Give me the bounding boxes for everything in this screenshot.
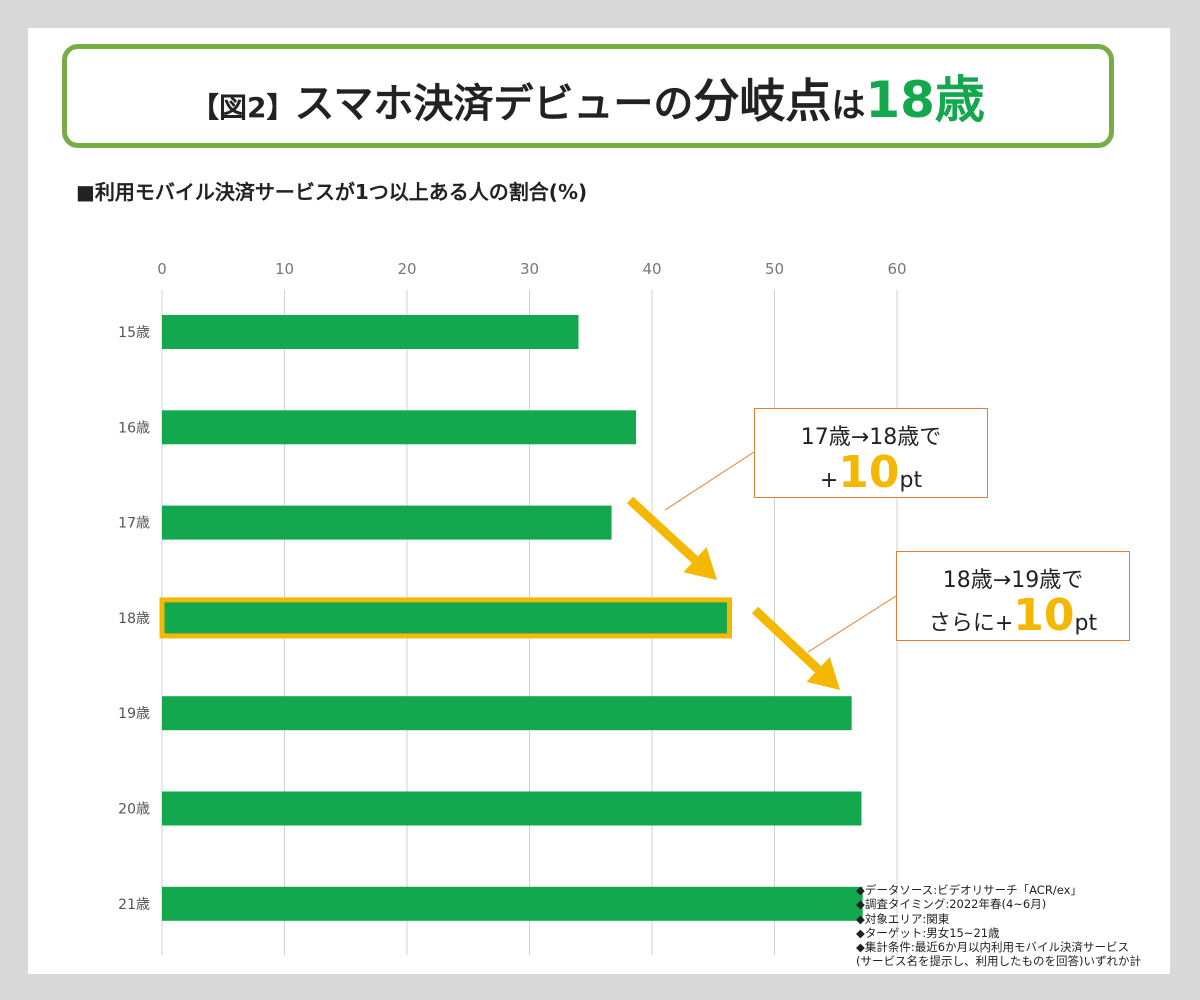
trend-arrow-head [683,547,717,580]
x-tick-label: 40 [642,260,661,278]
callout-text: 18歳→19歳で [942,568,1084,593]
callout-prefix: + [819,468,839,493]
callout-text: 17歳→18歳で [800,425,942,450]
note-line: ◆ターゲット:男女15~21歳 [856,925,1000,940]
category-label: 15歳 [118,325,150,341]
x-tick-label: 50 [765,260,784,278]
category-label: 21歳 [118,897,150,913]
source-notes: ◆データソース:ビデオリサーチ「ACR/ex」 ◆調査タイミング:2022年春(… [856,883,1141,969]
callout-value: + 10 pt [755,451,987,495]
title-box: 【図2】 スマホ決済デビューの 分岐点 は 18歳 [62,44,1114,148]
x-tick-label: 10 [275,260,294,278]
bar-highlighted [159,597,732,639]
callout-prefix: さらに+ [928,611,1014,636]
callout-value: さらに+ 10 pt [897,594,1129,638]
category-label: 19歳 [118,706,150,722]
callout-leader-line [807,595,897,653]
trend-arrow-head [806,657,840,690]
callout-number: 10 [838,447,900,498]
note-line: ◆調査タイミング:2022年春(4~6月) [856,897,1047,912]
x-tick-label: 30 [520,260,539,278]
trend-arrow-shaft [751,606,822,673]
x-tick-label: 0 [157,260,167,278]
trend-arrow-shaft [626,496,698,564]
callout-17-18: 17歳→18歳で + 10 pt [754,408,988,498]
bar [162,886,863,921]
x-tick-label: 60 [887,260,906,278]
callout-18-19: 18歳→19歳で さらに+ 10 pt [896,551,1130,641]
chart-subtitle: ■利用モバイル決済サービスが1つ以上ある人の割合(%) [76,180,588,204]
note-line: (サービス名を提示し、利用したものを回答)いずれか計 [856,954,1141,969]
callout-suffix: pt [1074,611,1098,636]
category-label: 16歳 [118,420,150,436]
title-particle: は [831,86,866,126]
note-line: ◆集計条件:最近6か月以内利用モバイル決済サービス [856,940,1130,955]
bar [162,696,852,731]
bar [162,505,612,540]
title-main: スマホ決済デビューの [294,81,694,127]
note-line: ◆対象エリア:関東 [856,911,950,926]
title-prefix: 【図2】 [191,91,295,124]
bar [162,410,637,445]
callout-number: 10 [1013,590,1075,641]
callout-leader-line [664,451,755,511]
title-highlight: 18歳 [865,71,985,129]
page-title: 【図2】 スマホ決済デビューの 分岐点 は 18歳 [191,60,985,132]
x-tick-label: 20 [397,260,416,278]
callout-suffix: pt [899,468,923,493]
category-label: 18歳 [118,611,150,627]
title-keyword: 分岐点 [693,74,832,128]
bar [162,315,579,349]
note-line: ◆データソース:ビデオリサーチ「ACR/ex」 [856,883,1082,897]
bar [162,791,862,826]
category-label: 20歳 [118,802,150,818]
category-label: 17歳 [118,516,150,532]
